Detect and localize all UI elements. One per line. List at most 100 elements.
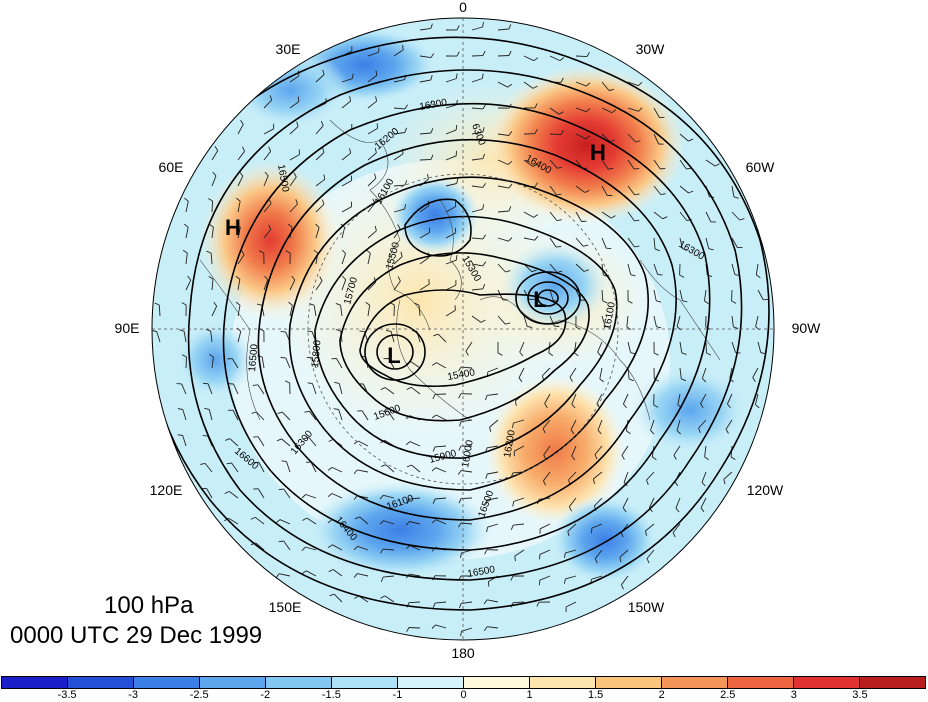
wind-barb-flag <box>209 223 214 228</box>
wind-barb <box>679 211 688 221</box>
wind-barb <box>597 341 603 353</box>
longitude-label-group: 0 30W 60W 90W 120W 150W 180 150E 120E 90E 60E 30E <box>115 0 822 661</box>
wind-barb-flag <box>731 300 737 304</box>
wind-barb <box>357 545 369 551</box>
wind-barb-flag <box>431 519 437 524</box>
wind-barb <box>393 49 404 57</box>
wind-barb <box>731 341 736 353</box>
wind-barb <box>211 200 214 213</box>
wind-barb-flag <box>679 274 685 278</box>
wind-barb-flag <box>497 352 503 356</box>
wind-barb <box>445 259 457 265</box>
wind-barb <box>676 419 681 431</box>
colorbar-tick-label: 3.5 <box>852 689 868 701</box>
wind-barb-flag <box>432 446 436 452</box>
wind-barb-flag <box>533 57 539 62</box>
wind-barb-flag <box>653 352 659 356</box>
wind-barb-flag <box>557 166 563 169</box>
wind-barb-flag <box>208 198 213 202</box>
wind-barb-flag <box>322 147 325 153</box>
wind-barb-flag <box>304 437 310 440</box>
wind-barb-flag <box>432 394 436 400</box>
wind-barb <box>263 279 269 291</box>
wind-barb <box>754 393 759 405</box>
wind-barb-flag <box>656 300 662 303</box>
wind-barb <box>465 341 473 352</box>
wind-barb-flag <box>485 473 488 479</box>
wind-barb-flag <box>627 300 633 304</box>
wind-barb-flag <box>507 160 513 165</box>
colorbar-tick-label: -3 <box>128 689 139 701</box>
wind-barb-flag <box>181 354 187 358</box>
wind-barb <box>331 466 343 473</box>
wind-barb <box>341 152 351 161</box>
wind-barb-flag <box>457 470 462 475</box>
wind-barb-flag <box>608 168 614 170</box>
wind-barb-flag <box>382 410 388 412</box>
wind-barb <box>341 180 352 187</box>
wind-barb-flag <box>560 130 564 135</box>
wind-barb-flag <box>542 480 547 486</box>
wind-barb-flag <box>672 532 676 538</box>
wind-barb-flag <box>512 422 514 428</box>
wind-barb <box>471 288 483 291</box>
wind-barb <box>601 107 613 114</box>
wind-barb <box>543 471 551 482</box>
wind-barb-flag <box>701 482 706 487</box>
wind-barb <box>567 523 577 532</box>
wind-barb <box>341 206 352 213</box>
wind-barb-flag <box>534 129 538 134</box>
colorbar-swatch <box>200 677 266 688</box>
wind-barb <box>679 341 683 353</box>
wind-barb <box>445 232 456 239</box>
wind-barb-flag <box>313 249 319 254</box>
wind-barb <box>357 573 369 577</box>
wind-barb-flag <box>605 326 611 328</box>
wind-barb <box>752 367 759 378</box>
wind-barb-flag <box>599 378 604 383</box>
wind-barb-flag <box>646 558 650 564</box>
wind-barb-flag <box>205 328 211 332</box>
wind-barb <box>237 279 241 291</box>
wind-barb-flag <box>397 276 401 282</box>
wind-barb <box>701 367 707 379</box>
wind-barb <box>385 464 395 473</box>
wind-barb <box>185 356 187 369</box>
wind-barb-flag <box>334 381 340 384</box>
wind-barb <box>207 383 213 395</box>
wind-barb-flag <box>482 261 487 267</box>
wind-barb <box>549 159 558 169</box>
wind-barb <box>487 626 499 629</box>
wind-barb <box>679 159 687 170</box>
wind-barb-flag <box>351 73 354 79</box>
title-time: 0000 UTC 29 Dec 1999 <box>10 622 263 649</box>
colorbar-swatch <box>662 677 728 688</box>
wind-barb <box>679 367 682 379</box>
wind-barb-flag <box>621 454 625 460</box>
wind-barb <box>701 471 707 483</box>
wind-barb-flag <box>328 438 334 442</box>
wind-barb <box>723 471 733 480</box>
wind-barb-flag <box>285 250 291 254</box>
wind-barb-flag <box>482 127 485 133</box>
wind-barb-flag <box>585 108 591 113</box>
wind-barb <box>306 517 317 525</box>
colorbar-swatch <box>398 677 464 688</box>
wind-barb-flag <box>676 326 682 331</box>
map-border <box>151 17 775 641</box>
wind-barb <box>704 445 707 457</box>
wind-barb-flag <box>682 248 688 251</box>
wind-barb <box>514 445 525 452</box>
wind-barb <box>383 494 395 499</box>
wind-barb-flag <box>482 283 486 289</box>
wind-barb-flag <box>559 57 565 61</box>
contour-label: 16500 <box>247 343 260 372</box>
wind-barb-flag <box>563 552 566 558</box>
colorbar-swatch <box>68 677 134 688</box>
wind-barb <box>445 155 457 161</box>
wind-barb-flag <box>681 378 687 382</box>
wind-barb-flag <box>428 279 430 285</box>
wind-barb-flag <box>654 248 660 252</box>
wind-barb-flag <box>485 499 488 505</box>
wind-barb-flag <box>656 326 662 329</box>
